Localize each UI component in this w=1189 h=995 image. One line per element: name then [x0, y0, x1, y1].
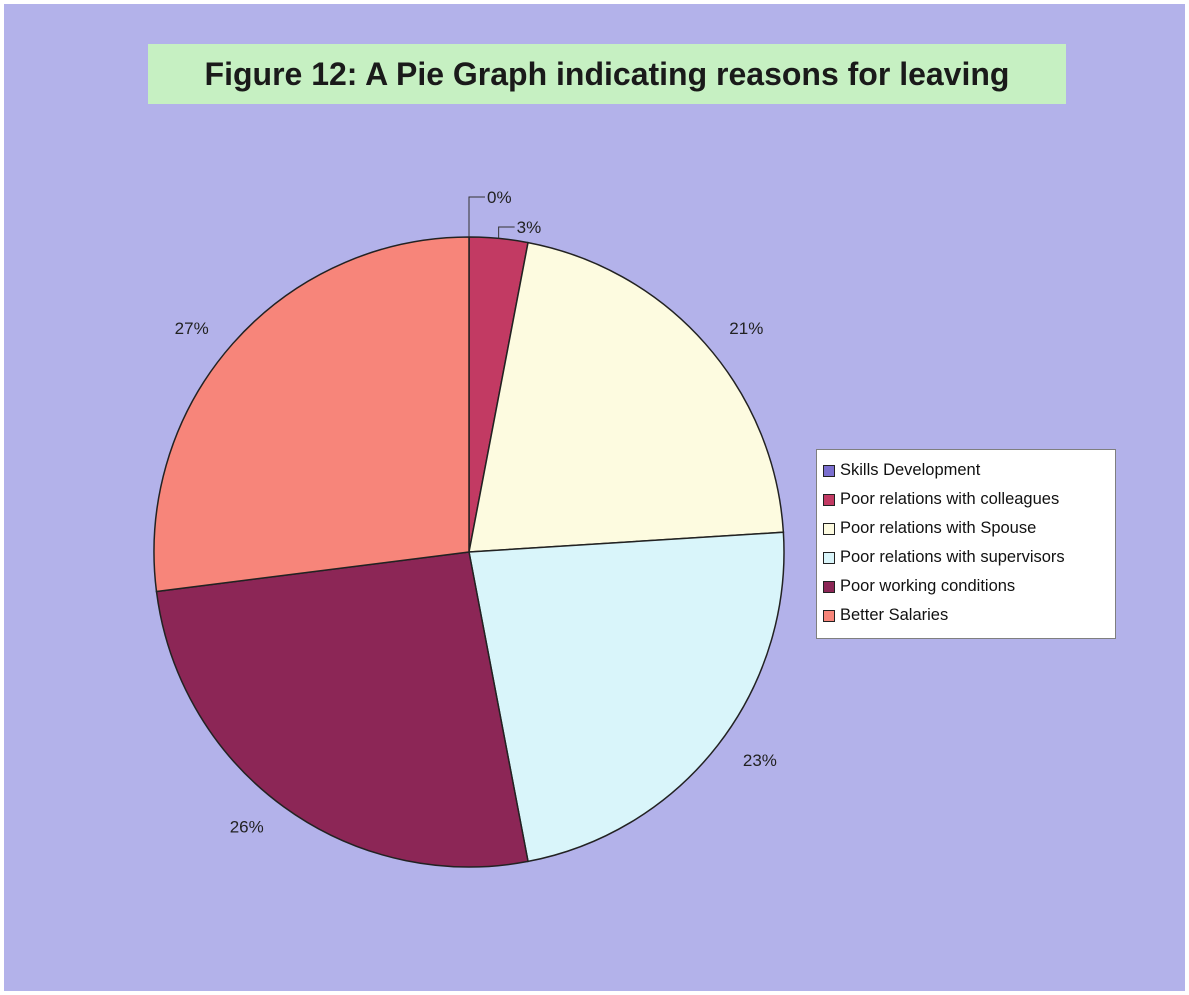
pie-slice-poor-relations-with-spouse — [468, 241, 785, 553]
leader-line-poor-relations-with-colleagues — [498, 226, 515, 239]
chart-title: Figure 12: A Pie Graph indicating reason… — [204, 55, 1010, 92]
legend-item-better-salaries: Better Salaries — [823, 601, 1115, 630]
pie-percent-labels: 0% 3% 21% 23% 26% 27% — [175, 188, 777, 836]
legend-swatch — [823, 580, 835, 593]
leader-line-skills-development — [468, 196, 485, 237]
pie-slice-better-salaries — [153, 236, 470, 593]
pie-leader-lines — [468, 196, 515, 239]
pie-label-poor-relations-with-colleagues: 3% — [517, 218, 542, 237]
legend-label: Poor relations with supervisors — [840, 548, 1065, 566]
pie-slice-poor-relations-with-supervisors — [468, 531, 785, 863]
pie-label-poor-working-conditions: 26% — [230, 817, 264, 836]
pie-label-poor-relations-with-spouse: 21% — [729, 319, 763, 338]
chart-title-box: Figure 12: A Pie Graph indicating reason… — [148, 44, 1066, 104]
legend-item-poor-relations-colleagues: Poor relations with colleagues — [823, 485, 1115, 514]
legend-label: Poor relations with Spouse — [840, 519, 1037, 537]
legend-item-poor-relations-spouse: Poor relations with Spouse — [823, 514, 1115, 543]
legend: Skills Development Poor relations with c… — [816, 449, 1116, 639]
pie-label-skills-development: 0% — [487, 188, 512, 207]
pie-slices — [153, 236, 785, 868]
legend-swatch — [823, 551, 835, 564]
pie-slice-poor-working-conditions — [155, 551, 529, 868]
pie-label-better-salaries: 27% — [175, 319, 209, 338]
legend-label: Poor working conditions — [840, 577, 1016, 595]
legend-swatch — [823, 609, 835, 622]
legend-item-skills-development: Skills Development — [823, 456, 1115, 485]
legend-label: Skills Development — [840, 461, 981, 479]
legend-item-poor-working-conditions: Poor working conditions — [823, 572, 1115, 601]
legend-swatch — [823, 464, 835, 477]
legend-item-poor-relations-supervisors: Poor relations with supervisors — [823, 543, 1115, 572]
legend-swatch — [823, 493, 835, 506]
pie-label-poor-relations-with-supervisors: 23% — [743, 751, 777, 770]
chart-area: Figure 12: A Pie Graph indicating reason… — [4, 4, 1185, 991]
pie-chart: 0% 3% 21% 23% 26% 27% — [153, 188, 785, 868]
legend-swatch — [823, 522, 835, 535]
legend-label: Better Salaries — [840, 606, 949, 624]
legend-label: Poor relations with colleagues — [840, 490, 1060, 508]
